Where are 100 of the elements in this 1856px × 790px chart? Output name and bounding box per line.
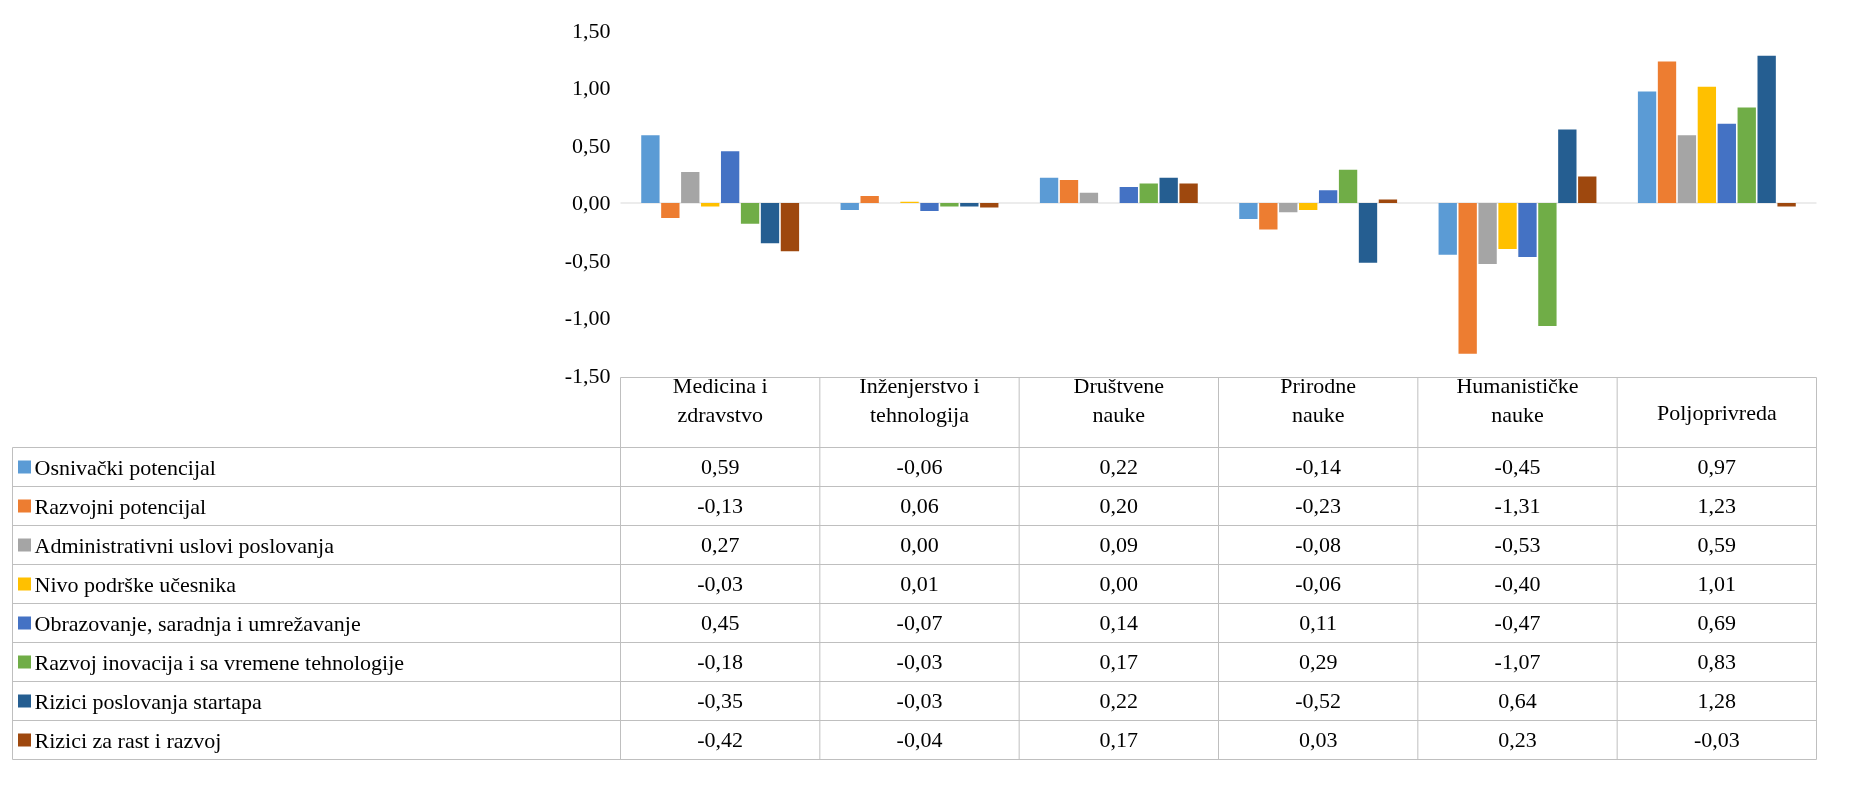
text: -0,13 <box>697 493 744 518</box>
bar <box>1697 86 1717 203</box>
text: 0,01 <box>900 571 939 596</box>
bar <box>940 203 959 207</box>
text: 0,14 <box>1099 610 1139 635</box>
bar <box>1119 186 1138 203</box>
legend-label: Osnivački potencijal <box>34 454 216 480</box>
bar <box>840 203 859 210</box>
legend-label: Rizici poslovanja startapa <box>34 688 262 714</box>
bar <box>720 151 740 203</box>
text: -0,07 <box>896 610 943 635</box>
text: 0,45 <box>700 610 740 635</box>
bar <box>740 203 760 224</box>
text: -0,35 <box>697 688 744 713</box>
y-tick-label: -0,50 <box>564 247 611 273</box>
text: 0,20 <box>1099 493 1139 518</box>
legend-label: Administrativni uslovi poslovanja <box>34 532 335 558</box>
bar <box>1079 192 1099 203</box>
text: 0,23 <box>1498 727 1537 752</box>
text: -0,06 <box>896 454 943 479</box>
y-tick-label: 1,50 <box>572 17 611 43</box>
bar <box>980 203 999 208</box>
bar <box>960 203 979 207</box>
bar <box>661 203 680 218</box>
text: 0,59 <box>1697 532 1737 557</box>
bar <box>1279 203 1298 213</box>
bar <box>1458 203 1477 354</box>
text: 0,00 <box>900 532 939 557</box>
text: 0,69 <box>1697 610 1737 635</box>
bar <box>1318 190 1338 203</box>
bar <box>920 203 939 212</box>
legend-label: Nivo podrške učesnika <box>34 571 237 597</box>
text: 0,17 <box>1099 727 1139 752</box>
bar <box>1139 183 1158 203</box>
text: 0,17 <box>1099 649 1139 674</box>
bar <box>1179 183 1198 203</box>
bar <box>1358 203 1378 263</box>
text: -0,03 <box>896 649 943 674</box>
x-tick-label: Inženjerstvo i tehnologija <box>859 373 980 427</box>
bar <box>1578 176 1597 203</box>
text: 0,22 <box>1099 688 1139 713</box>
bar <box>1538 203 1557 327</box>
text: 0,64 <box>1498 688 1537 713</box>
bar <box>1757 55 1776 203</box>
text: -0,23 <box>1295 493 1342 518</box>
text: 1,23 <box>1697 493 1737 518</box>
bar <box>1637 91 1657 203</box>
legend-label: Obrazovanje, saradnja i umrežavanje <box>34 610 361 636</box>
text: 0,00 <box>1099 571 1139 596</box>
bar <box>1478 203 1497 264</box>
text: 1,28 <box>1697 688 1737 713</box>
text: 0,11 <box>1299 610 1338 635</box>
bar <box>760 203 780 244</box>
text: -0,45 <box>1494 454 1541 479</box>
text: 0,27 <box>700 532 740 557</box>
text: -0,14 <box>1295 454 1342 479</box>
bar <box>1259 203 1278 230</box>
text: 1,01 <box>1697 571 1737 596</box>
bar <box>1657 61 1677 203</box>
bar <box>1159 177 1178 203</box>
y-tick-label: 1,00 <box>572 75 611 100</box>
bar <box>1498 203 1517 249</box>
text: -0,42 <box>697 727 744 752</box>
text: 0,29 <box>1298 649 1338 674</box>
text: 0,22 <box>1099 454 1139 479</box>
text: -1,31 <box>1494 493 1541 518</box>
y-tick-label: -1,50 <box>564 362 611 388</box>
text: -0,53 <box>1494 532 1541 557</box>
bar <box>1677 135 1697 203</box>
legend-label: Rizici za rast i razvoj <box>34 727 222 753</box>
x-tick-label: Prirodne nauke <box>1280 373 1357 427</box>
bar <box>1059 180 1079 203</box>
text: -0,40 <box>1494 571 1541 596</box>
y-tick-label: -1,00 <box>564 305 611 330</box>
x-tick-label: Humanističke nauke <box>1456 373 1579 427</box>
bar <box>1338 169 1358 203</box>
bar <box>1558 129 1577 203</box>
text: 0,59 <box>700 454 740 479</box>
bar <box>1039 177 1059 203</box>
bar <box>1737 107 1756 203</box>
text: -0,52 <box>1295 688 1342 713</box>
bar <box>1299 203 1318 210</box>
legend-label: Razvoj inovacija i sa vremene tehnologije <box>34 649 405 675</box>
text: 0,06 <box>900 493 939 518</box>
text: -0,03 <box>697 571 744 596</box>
x-tick-label: Društvene nauke <box>1073 373 1165 427</box>
bar <box>780 203 800 252</box>
bar <box>860 196 879 203</box>
text: -0,03 <box>896 688 943 713</box>
text: 0,03 <box>1298 727 1338 752</box>
bar <box>681 171 700 203</box>
bar <box>1239 203 1258 220</box>
x-tick-label: Poljoprivreda <box>1656 400 1777 425</box>
y-tick-label: 0,50 <box>572 132 611 158</box>
text: 0,09 <box>1099 532 1139 557</box>
text: -1,07 <box>1494 649 1541 674</box>
text: 0,97 <box>1697 454 1737 479</box>
text: -0,04 <box>896 727 943 752</box>
text: -0,06 <box>1295 571 1342 596</box>
bar <box>1717 123 1736 203</box>
